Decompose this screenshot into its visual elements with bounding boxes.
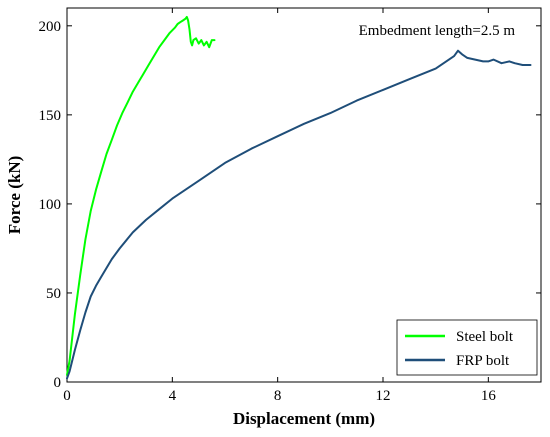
legend-label-steel-bolt: Steel bolt — [456, 329, 514, 345]
y-tick-label-100: 100 — [39, 197, 62, 213]
legend-label-frp-bolt: FRP bolt — [456, 353, 510, 369]
x-tick-label-12: 12 — [376, 388, 391, 404]
y-tick-label-150: 150 — [39, 108, 62, 124]
legend-box — [396, 319, 538, 376]
axis-tick-labels: 0 4 8 12 16 0 50 100 150 200 — [39, 19, 497, 404]
x-tick-label-16: 16 — [481, 388, 497, 404]
series-line-frp-bolt — [66, 49, 532, 380]
x-tick-label-4: 4 — [169, 388, 177, 404]
y-tick-label-50: 50 — [46, 286, 61, 302]
y-tick-label-200: 200 — [39, 19, 62, 35]
x-tick-label-8: 8 — [274, 388, 282, 404]
y-tick-label-0: 0 — [54, 375, 62, 391]
x-tick-label-0: 0 — [63, 388, 71, 404]
series-line-steel-bolt — [66, 15, 216, 376]
y-axis-label: Force (kN) — [5, 156, 24, 235]
annotation-embedment-length: Embedment length=2.5 m — [359, 23, 516, 39]
legend: Steel bolt FRP bolt — [396, 319, 538, 376]
series-layer — [66, 15, 532, 380]
x-axis-label: Displacement (mm) — [233, 409, 375, 428]
